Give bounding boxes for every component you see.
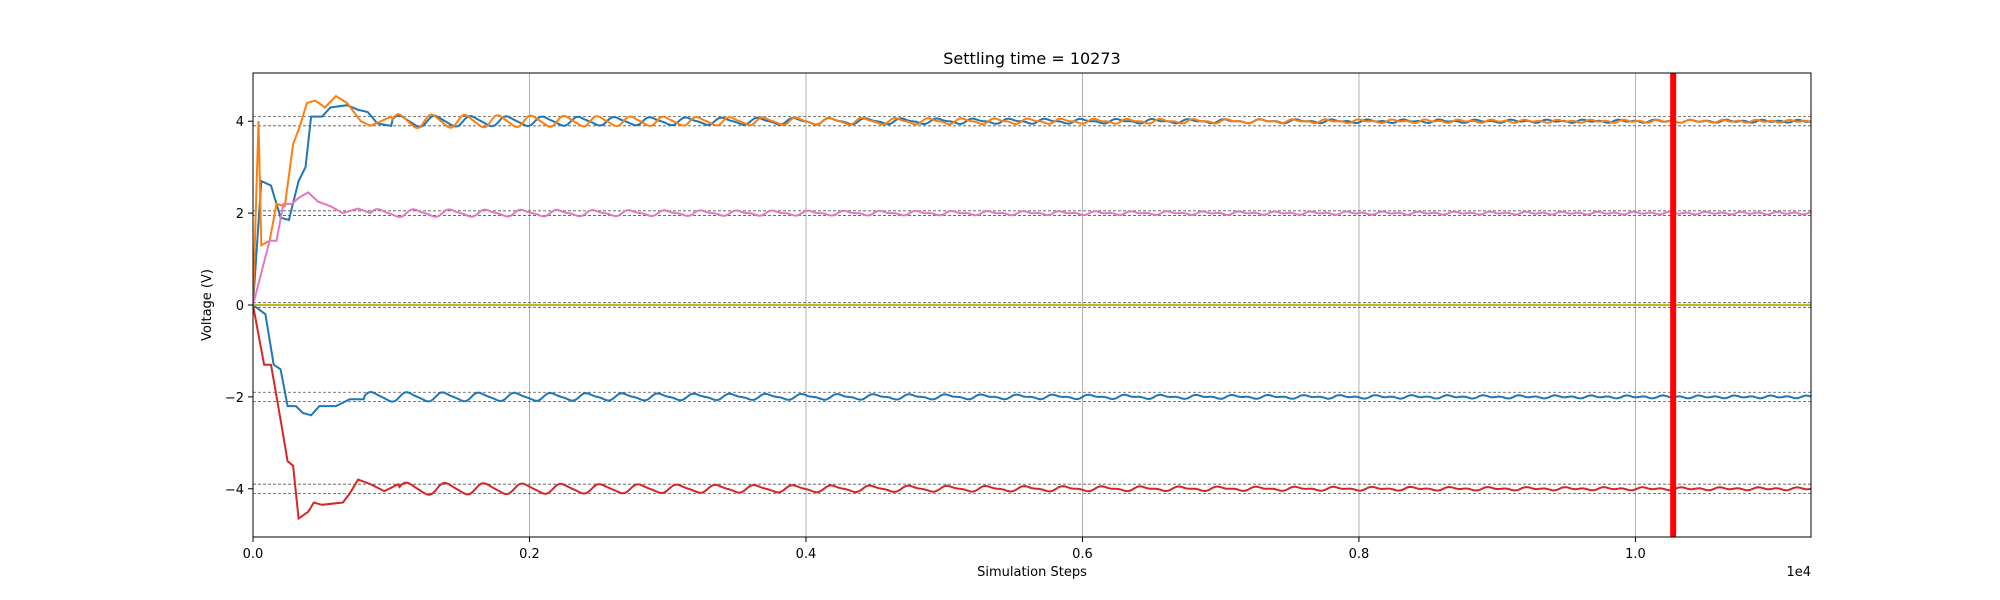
y-tick-label-0: −4	[225, 483, 244, 498]
series-lines	[253, 94, 1811, 521]
series-line-2	[253, 304, 1811, 417]
x-tick-label-4: 0.8	[1349, 547, 1370, 562]
y-axis-label: Voltage (V)	[200, 269, 215, 341]
y-tick-label-4: 4	[236, 115, 244, 130]
y-tick-label-2: 0	[236, 299, 244, 314]
series-line-4	[253, 191, 1811, 306]
x-axis: 0.0 0.2 0.4 0.6 0.8 1.0	[243, 537, 1646, 562]
chart-title: Settling time = 10273	[943, 49, 1120, 68]
series-line-1	[253, 94, 1811, 306]
x-tick-label-0: 0.0	[243, 547, 264, 562]
y-axis: −4 −2 0 2 4	[225, 115, 253, 498]
x-axis-offset-label: 1e4	[1786, 565, 1811, 580]
x-axis-label: Simulation Steps	[977, 565, 1087, 580]
y-tick-label-3: 2	[236, 207, 244, 222]
series-line-0	[253, 104, 1811, 306]
x-tick-label-5: 1.0	[1625, 547, 1646, 562]
x-tick-label-3: 0.6	[1072, 547, 1093, 562]
series-line-3	[253, 304, 1811, 521]
x-tick-label-2: 0.4	[796, 547, 817, 562]
y-tick-label-1: −2	[225, 391, 244, 406]
x-tick-label-1: 0.2	[519, 547, 540, 562]
